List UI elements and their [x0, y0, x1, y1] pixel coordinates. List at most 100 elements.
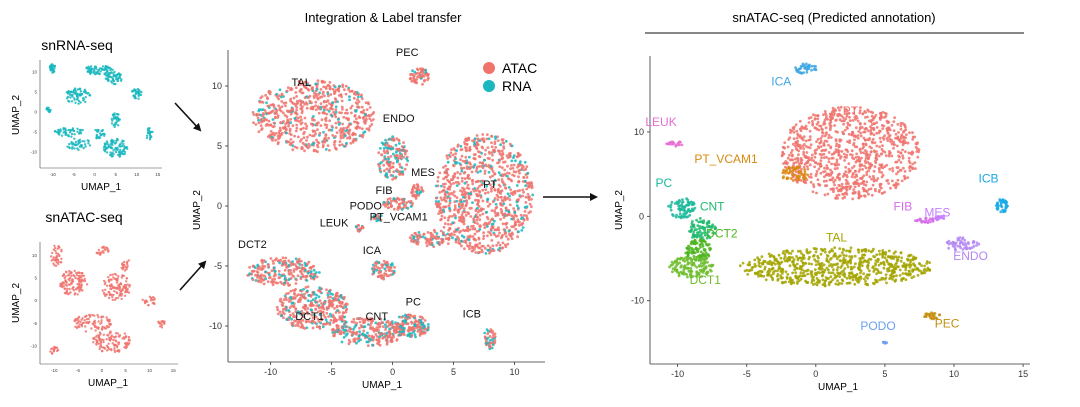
- snatac-title: snATAC-seq: [45, 209, 122, 225]
- data-point: [422, 324, 426, 328]
- data-point: [364, 334, 368, 338]
- x-tick-label: 10: [510, 367, 520, 377]
- data-point: [490, 239, 494, 242]
- data-point: [296, 322, 300, 326]
- data-point: [444, 200, 448, 203]
- data-point: [256, 267, 260, 271]
- data-point: [825, 131, 828, 135]
- data-point: [317, 111, 321, 115]
- data-point: [419, 319, 423, 322]
- data-point: [478, 155, 482, 159]
- data-point: [914, 167, 917, 171]
- data-point: [47, 108, 50, 112]
- data-point: [463, 159, 467, 163]
- data-point: [814, 114, 817, 117]
- data-point: [385, 260, 389, 264]
- data-point: [448, 199, 452, 203]
- data-point: [525, 165, 529, 169]
- data-point: [446, 160, 450, 164]
- data-point: [318, 325, 321, 328]
- data-point: [487, 170, 491, 174]
- data-point: [461, 190, 464, 194]
- data-point: [460, 176, 464, 180]
- data-point: [321, 111, 325, 115]
- data-point: [380, 273, 383, 277]
- data-point: [478, 189, 481, 193]
- data-point: [844, 182, 848, 186]
- data-point: [828, 178, 832, 182]
- data-point: [321, 92, 325, 96]
- data-point: [403, 333, 406, 337]
- data-point: [125, 261, 129, 264]
- data-point: [51, 71, 54, 74]
- data-point: [857, 130, 861, 133]
- data-point: [95, 137, 98, 140]
- data-point: [434, 184, 438, 188]
- data-point: [855, 174, 859, 178]
- data-point: [304, 122, 307, 126]
- data-point: [447, 228, 451, 232]
- data-point: [488, 345, 492, 349]
- data-point: [76, 127, 79, 130]
- data-point: [105, 284, 109, 287]
- data-point: [303, 149, 306, 153]
- data-point: [266, 96, 269, 100]
- data-point: [299, 269, 303, 273]
- data-point: [891, 167, 894, 170]
- data-point: [447, 204, 451, 208]
- data-point: [109, 68, 112, 72]
- data-point: [76, 321, 80, 324]
- data-point: [304, 269, 307, 272]
- data-point: [903, 170, 907, 173]
- data-point: [486, 156, 490, 160]
- data-point: [819, 137, 823, 140]
- data-point: [849, 153, 852, 156]
- data-point: [419, 235, 422, 239]
- data-point: [458, 242, 462, 246]
- data-point: [416, 242, 420, 246]
- data-point: [88, 313, 91, 317]
- data-point: [880, 163, 884, 167]
- data-point: [394, 331, 397, 334]
- data-point: [818, 124, 821, 128]
- data-point: [885, 137, 889, 140]
- data-point: [847, 182, 850, 186]
- data-point: [304, 127, 308, 130]
- data-point: [838, 108, 841, 112]
- data-point: [256, 263, 260, 267]
- data-point: [450, 191, 453, 195]
- data-point: [349, 106, 353, 110]
- data-point: [801, 64, 805, 68]
- data-point: [290, 301, 294, 305]
- data-point: [461, 204, 464, 208]
- data-point: [85, 321, 88, 324]
- data-point: [814, 126, 818, 130]
- data-point: [312, 272, 316, 276]
- data-point: [481, 199, 485, 203]
- data-point: [116, 332, 120, 335]
- cluster-label: PC: [406, 297, 421, 309]
- data-point: [461, 186, 464, 190]
- data-point: [839, 105, 843, 109]
- data-point: [283, 277, 287, 281]
- data-point: [105, 151, 109, 154]
- data-point: [843, 159, 846, 162]
- data-point: [382, 259, 386, 263]
- data-point: [383, 169, 386, 173]
- data-point: [73, 133, 76, 136]
- data-point: [273, 277, 277, 281]
- data-point: [121, 149, 125, 152]
- data-point: [357, 224, 360, 227]
- data-point: [109, 323, 112, 326]
- data-point: [55, 256, 58, 259]
- data-point: [311, 298, 315, 301]
- data-point: [859, 106, 862, 109]
- data-point: [283, 281, 286, 285]
- data-point: [519, 213, 523, 217]
- data-point: [835, 186, 839, 190]
- data-point: [78, 286, 81, 289]
- data-point: [880, 152, 883, 156]
- data-point: [124, 284, 127, 287]
- data-point: [73, 269, 76, 273]
